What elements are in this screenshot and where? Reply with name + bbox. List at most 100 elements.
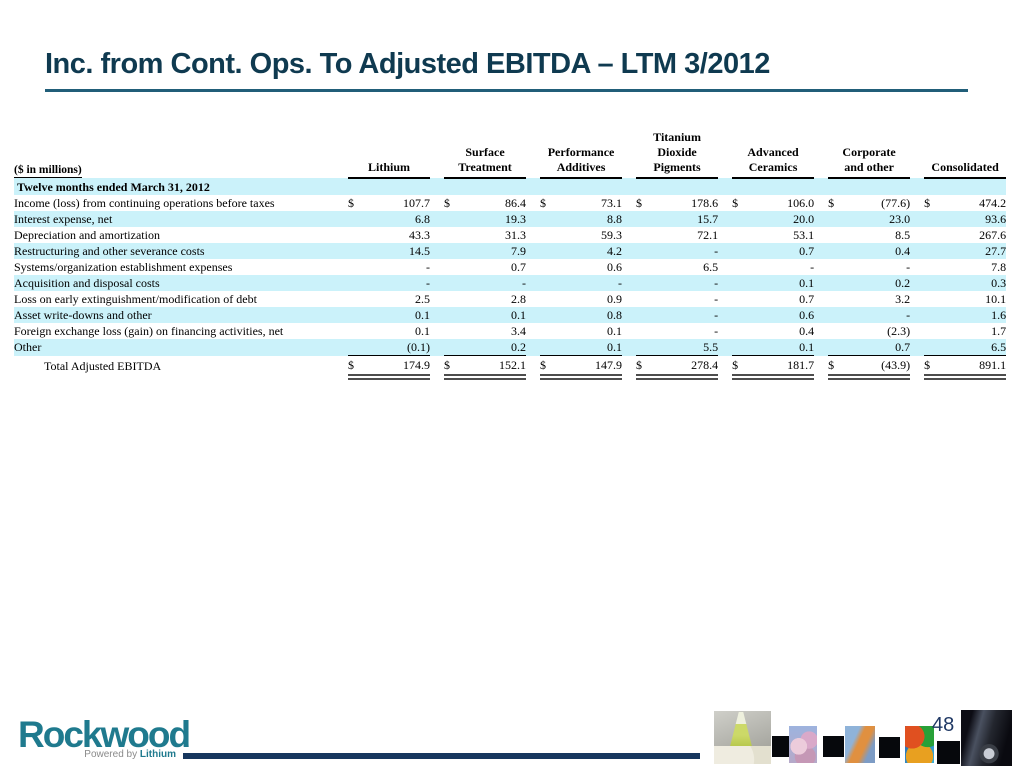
cell-value: 267.6 <box>979 227 1007 242</box>
table-row: Acquisition and disposal costs - - - - 0.1 0.2… <box>14 275 1007 291</box>
ebitda-table: ($ in millions) Lithium Surface Treatment… <box>14 130 1007 380</box>
cell-value: 0.1 <box>415 307 431 322</box>
dollar-sign <box>924 243 939 259</box>
column-gap <box>910 211 924 227</box>
cell-value: 147.9 <box>555 355 623 380</box>
cell-value: - <box>714 243 719 258</box>
cell-value: 10.1 <box>985 291 1007 306</box>
column-gap <box>718 243 732 259</box>
dollar-sign <box>636 323 651 339</box>
separator-square-icon <box>937 741 960 764</box>
column-gap <box>910 323 924 339</box>
column-gap <box>526 211 540 227</box>
column-gap <box>814 356 828 378</box>
dollar-sign <box>348 243 363 259</box>
column-gap <box>334 195 348 211</box>
column-gap <box>622 275 636 291</box>
column-gap <box>334 259 348 275</box>
dollar-sign <box>348 211 363 227</box>
dollar-sign <box>540 323 555 339</box>
cell-value: 72.1 <box>697 227 719 242</box>
cell-value: 0.9 <box>607 291 623 306</box>
dollar-sign <box>540 291 555 307</box>
column-gap <box>718 291 732 307</box>
column-gap <box>718 227 732 243</box>
cell-value: 0.1 <box>511 307 527 322</box>
column-gap <box>910 195 924 211</box>
dollar-sign <box>444 211 459 227</box>
column-gap <box>814 243 828 259</box>
dollar-sign <box>444 307 459 323</box>
cell-value: 23.0 <box>889 211 911 226</box>
dollar-sign <box>348 339 363 356</box>
column-gap <box>718 307 732 323</box>
cell-value: 0.1 <box>555 339 623 356</box>
dollar-sign <box>540 339 556 356</box>
dollar-sign <box>732 339 748 356</box>
page-number: 48 <box>932 714 955 736</box>
column-header: Lithium <box>348 130 431 179</box>
cell-value: 27.7 <box>985 243 1007 258</box>
row-label: Other <box>14 339 42 354</box>
cell-value: 152.1 <box>459 355 527 380</box>
dollar-sign <box>636 291 651 307</box>
column-header: Consolidated <box>924 130 1007 179</box>
row-label: Restructuring and other severance costs <box>14 243 205 258</box>
table-row: Depreciation and amortization 43.3 31.3 59.… <box>14 227 1006 243</box>
dollar-sign <box>732 275 747 291</box>
powder-icon <box>714 746 771 764</box>
dollar-sign: $ <box>636 195 643 210</box>
column-gap <box>430 323 444 339</box>
ebitda-table-container: ($ in millions) Lithium Surface Treatment… <box>14 130 1007 380</box>
cell-value: 59.3 <box>601 227 623 242</box>
column-header-label: Consolidated <box>931 160 999 174</box>
column-gap <box>334 356 348 378</box>
cell-value: 181.7 <box>747 355 815 380</box>
dollar-sign <box>828 243 843 259</box>
dollar-sign <box>732 291 747 307</box>
cell-value: - <box>714 323 719 338</box>
cell-value: 0.8 <box>607 307 623 322</box>
dollar-sign <box>540 227 555 243</box>
column-gap <box>910 339 924 356</box>
dollar-sign <box>828 227 843 243</box>
cell-value: 8.5 <box>895 227 911 242</box>
column-gap <box>718 323 732 339</box>
dollar-sign: $ <box>924 195 931 210</box>
dollar-sign <box>444 227 459 243</box>
rockwood-logo-tagline: Powered by Lithium <box>18 749 178 760</box>
column-header-label: Advanced Ceramics <box>747 145 799 174</box>
column-gap <box>334 130 348 178</box>
row-label: Systems/organization establishment expen… <box>14 259 233 274</box>
cell-value: 0.3 <box>991 275 1007 290</box>
cell-value: 0.4 <box>799 323 815 338</box>
column-gap <box>430 275 444 291</box>
pigment-balls-thumbnail <box>789 726 817 763</box>
cell-value: 106.0 <box>787 195 815 210</box>
column-gap <box>718 130 732 178</box>
column-gap <box>622 291 636 307</box>
column-header-label: Surface Treatment <box>458 145 512 174</box>
cell-value: 0.1 <box>415 323 431 338</box>
column-gap <box>622 195 636 211</box>
column-gap <box>430 211 444 227</box>
tagline-brand: Lithium <box>139 749 176 760</box>
column-gap <box>526 291 540 307</box>
cell-value: 0.6 <box>799 307 815 322</box>
cell-value: 20.0 <box>793 211 815 226</box>
footer-accent-line <box>183 753 700 759</box>
cell-value: 2.8 <box>511 291 527 306</box>
dollar-sign <box>348 227 363 243</box>
row-label: Total Adjusted EBITDA <box>44 358 162 373</box>
cell-value: (43.9) <box>843 355 911 380</box>
column-header: Advanced Ceramics <box>732 130 815 179</box>
dollar-sign: $ <box>924 355 940 380</box>
car-thumbnail <box>961 710 1012 766</box>
cell-value: 8.8 <box>607 211 623 226</box>
column-gap <box>430 195 444 211</box>
abstract-pigments-thumbnail <box>905 726 934 763</box>
column-gap <box>334 275 348 291</box>
column-gap <box>622 339 636 356</box>
cell-value: 6.5 <box>939 339 1007 356</box>
cell-value: - <box>810 259 815 274</box>
